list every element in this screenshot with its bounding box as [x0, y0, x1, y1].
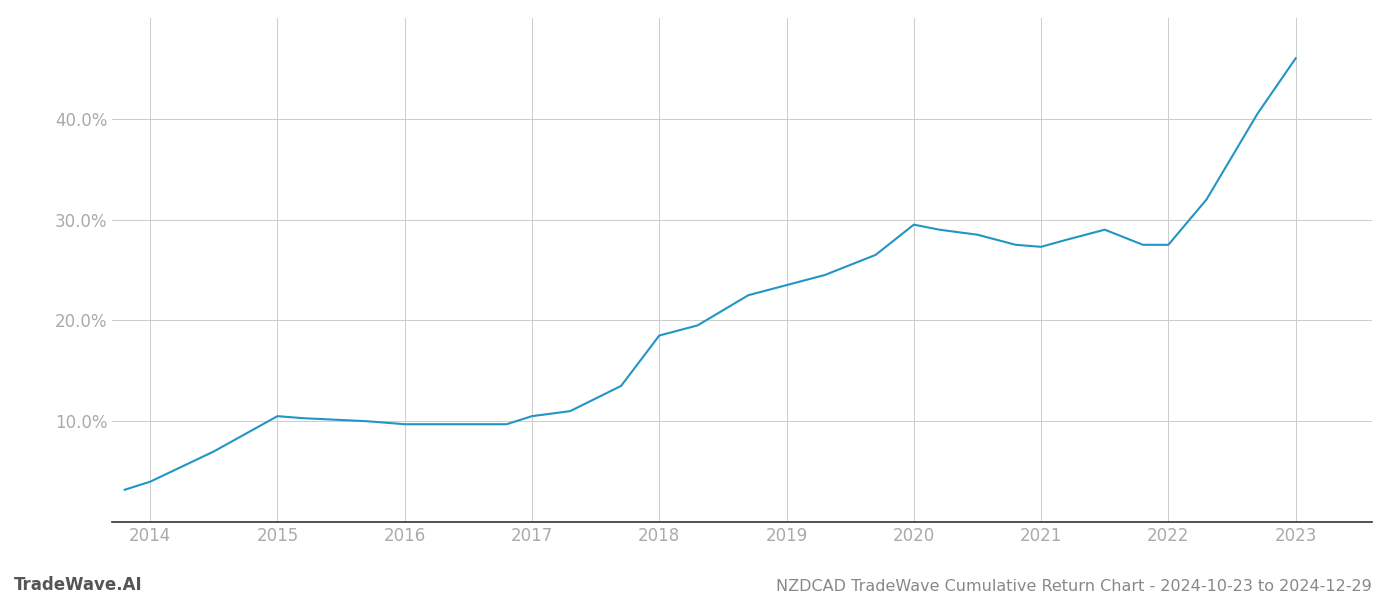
Text: TradeWave.AI: TradeWave.AI	[14, 576, 143, 594]
Text: NZDCAD TradeWave Cumulative Return Chart - 2024-10-23 to 2024-12-29: NZDCAD TradeWave Cumulative Return Chart…	[776, 579, 1372, 594]
